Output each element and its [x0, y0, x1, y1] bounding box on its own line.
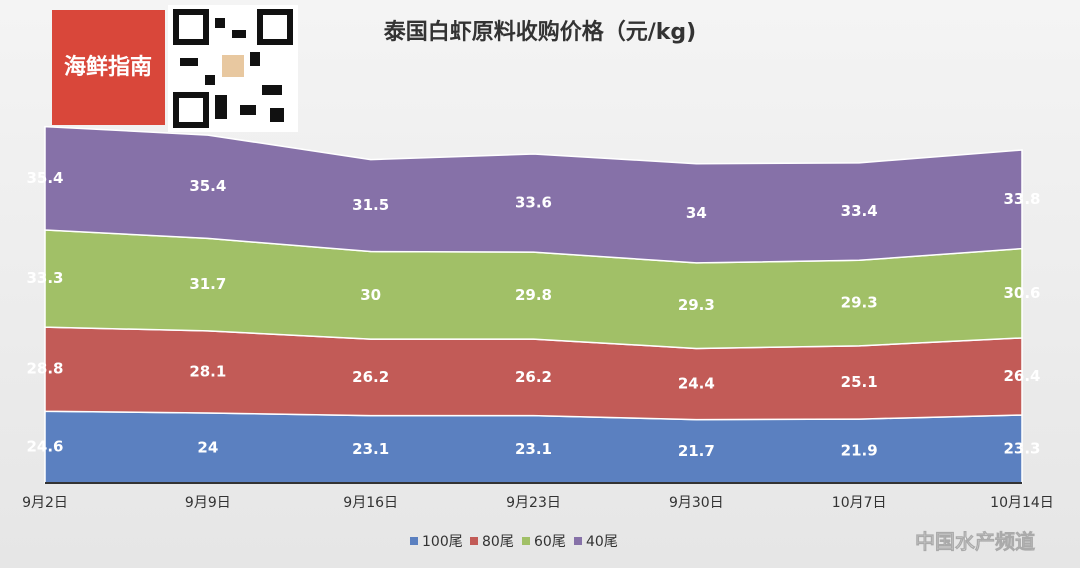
- legend-swatch: [522, 537, 530, 545]
- qr-code: [168, 5, 298, 132]
- data-label: 24.4: [678, 375, 715, 393]
- watermark: 中国水产频道: [915, 530, 1035, 554]
- data-label: 29.8: [515, 286, 552, 304]
- x-tick-label: 10月14日: [990, 495, 1054, 511]
- data-label: 30.6: [1003, 284, 1040, 302]
- data-label: 21.7: [678, 442, 715, 460]
- data-label: 25.1: [841, 373, 878, 391]
- data-label: 31.5: [352, 196, 389, 214]
- data-label: 24.6: [26, 438, 63, 456]
- x-tick-label: 9月9日: [185, 495, 231, 511]
- legend-label: 40尾: [586, 534, 618, 550]
- data-label: 29.3: [841, 294, 878, 312]
- data-label: 33.6: [515, 194, 552, 212]
- x-tick-label: 10月7日: [832, 495, 887, 511]
- logo: 海鲜指南: [64, 54, 152, 80]
- data-label: 33.3: [26, 269, 63, 287]
- data-label: 29.3: [678, 296, 715, 314]
- data-label: 28.8: [26, 360, 63, 378]
- legend-swatch: [574, 537, 582, 545]
- x-tick-label: 9月2日: [22, 495, 68, 511]
- area: [44, 125, 1023, 264]
- x-tick-label: 9月16日: [343, 495, 398, 511]
- legend-swatch: [470, 537, 478, 545]
- data-label: 35.4: [189, 177, 226, 195]
- data-label: 23.1: [515, 440, 552, 458]
- data-label: 23.1: [352, 440, 389, 458]
- legend: 100尾 80尾 60尾 40尾: [410, 534, 618, 550]
- data-label: 26.2: [515, 368, 552, 386]
- x-tick-label: 9月30日: [669, 495, 724, 511]
- data-label: 30: [360, 286, 381, 304]
- legend-label: 60尾: [534, 534, 566, 550]
- data-label: 26.4: [1003, 367, 1040, 385]
- legend-label: 100尾: [422, 534, 463, 550]
- data-label: 33.4: [841, 202, 878, 220]
- data-label: 28.1: [189, 362, 226, 380]
- data-label: 26.2: [352, 368, 389, 386]
- legend-label: 80尾: [482, 534, 514, 550]
- legend-swatch: [410, 537, 418, 545]
- data-label: 24: [197, 438, 218, 456]
- logo-box: [52, 10, 165, 125]
- chart-title: 泰国白虾原料收购价格（元/kg): [383, 19, 696, 45]
- x-tick-label: 9月23日: [506, 495, 561, 511]
- data-label: 21.9: [841, 442, 878, 460]
- data-label: 23.3: [1003, 439, 1040, 457]
- data-label: 34: [686, 204, 707, 222]
- data-label: 33.8: [1003, 190, 1040, 208]
- data-label: 35.4: [26, 169, 63, 187]
- data-label: 31.7: [189, 275, 226, 293]
- plot: 24.6 24 23.1 23.1 21.7 21.9 23.3 28.8 28.1 26.2 26…: [26, 125, 1041, 484]
